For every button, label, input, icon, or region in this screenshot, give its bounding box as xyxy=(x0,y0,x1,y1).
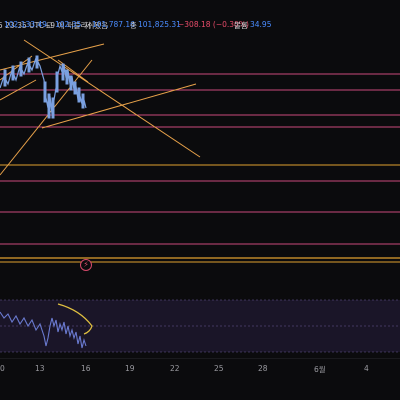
open-value: 102,133.49 xyxy=(4,20,47,29)
axis-tick-label: 0 xyxy=(0,364,5,373)
oscillator-line xyxy=(0,311,87,349)
axis-tick-label: 19 xyxy=(125,364,135,373)
axis-tick-label: 6월 xyxy=(314,365,326,374)
trendline-left-rise[interactable] xyxy=(0,79,37,101)
axis-tick-label: 25 xyxy=(214,364,224,373)
volume-label: 볼륨 xyxy=(234,21,248,30)
oscillator-signal-arc xyxy=(57,303,93,335)
low-label: 저 xyxy=(84,21,91,30)
axis-tick-label: 13 xyxy=(35,364,45,373)
time-axis xyxy=(0,358,400,359)
axis-tick-label: 4 xyxy=(364,364,369,373)
published-time: 5 23:35 UTC+9 에 퍼블리쉬됐음 xyxy=(0,21,109,30)
trendline-rising-support[interactable] xyxy=(0,59,93,176)
lightning-alert-icon[interactable]: ⚡ xyxy=(80,259,92,271)
axis-tick-label: 28 xyxy=(258,364,268,373)
ohlc-values: 102,133.49 고 102,35 저 101,787.16 종 101,8… xyxy=(0,18,400,32)
trendline-descending[interactable] xyxy=(23,39,201,158)
oscillator-pane[interactable] xyxy=(0,296,400,358)
high-value: 102,35 xyxy=(55,20,82,29)
trendline-upper-channel[interactable] xyxy=(0,43,105,71)
change-value: −308.18 (−0.30%) xyxy=(178,20,249,29)
ohlc-header: 5 23:35 UTC+9 에 퍼블리쉬됐음 xyxy=(0,18,400,32)
axis-tick-label: 16 xyxy=(81,364,91,373)
close-value: 101,825.31 xyxy=(138,20,181,29)
low-value: 101,787.16 xyxy=(92,20,135,29)
high-label: 고 xyxy=(46,21,53,30)
axis-tick-label: 22 xyxy=(170,364,180,373)
close-label: 종 xyxy=(130,21,137,30)
trendline-long-support[interactable] xyxy=(41,83,197,129)
candlestick-series xyxy=(0,55,87,119)
volume-value: 34.95 xyxy=(250,20,272,29)
price-pane[interactable] xyxy=(0,0,400,296)
